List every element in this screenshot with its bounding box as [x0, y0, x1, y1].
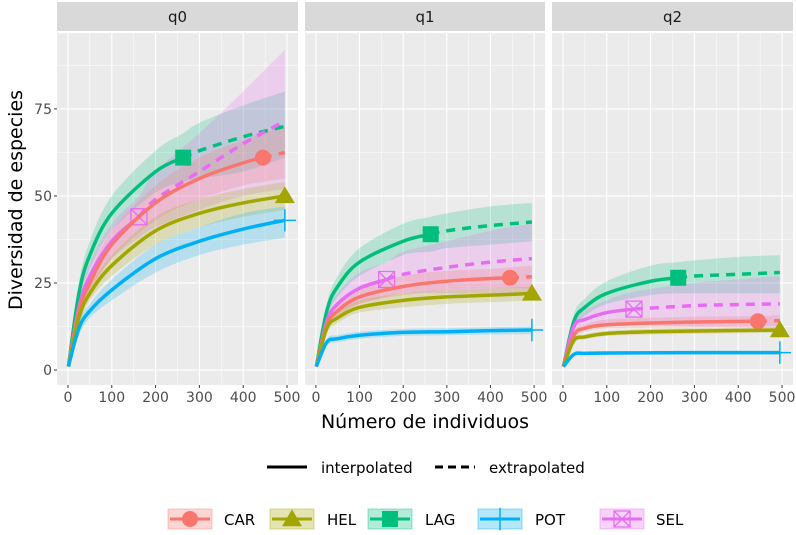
x-tick-label: 300 — [433, 390, 460, 406]
observed-point-car — [749, 313, 766, 330]
line-extrapolated-sel — [386, 256, 533, 282]
x-tick-label: 200 — [142, 390, 169, 406]
series-legend: CAR HEL LAG POT SEL — [167, 507, 684, 531]
facet-title: q2 — [663, 8, 682, 26]
line-extrapolated-sel — [633, 302, 780, 311]
x-tick-label: 0 — [63, 390, 72, 406]
legend-item-sel: SEL — [599, 508, 684, 530]
x-tick-label: 0 — [558, 390, 567, 406]
x-tick-label: 300 — [681, 390, 708, 406]
legend-interpolated-label: interpolated — [321, 459, 413, 477]
ci-band-sel — [68, 49, 285, 367]
x-tick-label: 300 — [186, 390, 213, 406]
panel-q0: q0 0 100 200 300 400 500 0 25 50 75 — [34, 2, 300, 406]
ci-band-car — [316, 265, 532, 367]
legend-item-hel: HEL — [269, 508, 357, 530]
legend-item-pot: POT — [477, 507, 566, 531]
line-interpolated-hel — [314, 291, 532, 368]
x-tick-label: 400 — [725, 390, 752, 406]
x-tick-label: 200 — [637, 390, 664, 406]
line-interpolated-hel — [561, 328, 780, 368]
ci-band-lag — [316, 202, 532, 367]
observed-point-car — [254, 149, 271, 166]
line-interpolated-pot — [314, 328, 532, 368]
square-icon — [382, 511, 398, 527]
panel-q1: q1 0 100 200 300 400 500 — [305, 2, 547, 406]
triangle-icon — [282, 509, 302, 527]
x-tick-label: 500 — [521, 390, 548, 406]
line-interpolated-sel — [561, 307, 635, 367]
legend-label: HEL — [327, 511, 357, 529]
plus-icon — [488, 507, 512, 531]
line-interpolated-car — [66, 155, 264, 367]
facet-strip — [57, 2, 298, 31]
observed-point-hel — [274, 186, 295, 204]
observed-point-pot — [520, 318, 544, 342]
line-interpolated-pot — [66, 218, 286, 368]
observed-point-pot — [768, 341, 792, 364]
linetype-legend: interpolated extrapolated — [267, 459, 585, 477]
facet-title: q0 — [168, 8, 187, 26]
x-tick-label: 100 — [346, 390, 373, 406]
observed-point-lag — [670, 269, 687, 286]
x-axis-title: Número de individuos — [321, 411, 529, 433]
facet-strip — [552, 2, 793, 31]
panel-q2: q2 0 100 200 300 400 500 — [552, 2, 795, 406]
y-tick-label: 0 — [43, 363, 52, 379]
x-tick-label: 100 — [593, 390, 620, 406]
observed-point-pot — [273, 209, 297, 232]
square-cross-icon — [613, 510, 631, 528]
circle-icon — [182, 511, 198, 527]
facet-title: q1 — [415, 8, 434, 26]
y-tick-label: 25 — [34, 276, 52, 292]
legend-label: CAR — [224, 511, 255, 529]
x-tick-label: 0 — [311, 390, 320, 406]
ci-band-pot — [316, 326, 532, 367]
line-interpolated-lag — [561, 276, 679, 367]
ci-band-lag — [563, 255, 780, 367]
x-tick-label: 500 — [769, 390, 796, 406]
x-tick-label: 100 — [98, 390, 125, 406]
y-tick-label: 50 — [34, 189, 52, 205]
x-tick-label: 500 — [274, 390, 301, 406]
legend-label: SEL — [656, 511, 684, 529]
legend-label: POT — [535, 511, 566, 529]
observed-point-lag — [175, 149, 192, 166]
x-tick-label: 400 — [477, 390, 504, 406]
observed-point-hel — [521, 283, 542, 301]
legend-extrapolated-label: extrapolated — [489, 459, 585, 477]
ci-band-sel — [316, 223, 532, 367]
line-interpolated-car — [314, 276, 511, 367]
x-tick-label: 400 — [230, 390, 257, 406]
y-tick-label: 75 — [34, 102, 52, 118]
ci-band-lag — [68, 91, 285, 367]
line-interpolated-hel — [66, 194, 286, 367]
observed-point-sel — [625, 300, 643, 318]
line-interpolated-car — [561, 319, 758, 368]
legend-item-car: CAR — [167, 508, 255, 530]
line-interpolated-pot — [562, 350, 780, 368]
y-axis-title: Diversidad de especies — [5, 90, 27, 310]
facet-strip — [305, 2, 545, 31]
line-interpolated-lag — [314, 232, 432, 367]
observed-point-lag — [422, 226, 439, 243]
ci-band-pot — [68, 206, 285, 367]
line-interpolated-lag — [66, 156, 184, 367]
legend-label: LAG — [425, 511, 455, 529]
legend-item-lag: LAG — [367, 508, 455, 530]
observed-point-car — [502, 269, 519, 286]
observed-point-hel — [769, 320, 790, 338]
ci-band-car — [68, 126, 285, 367]
x-tick-label: 200 — [390, 390, 417, 406]
